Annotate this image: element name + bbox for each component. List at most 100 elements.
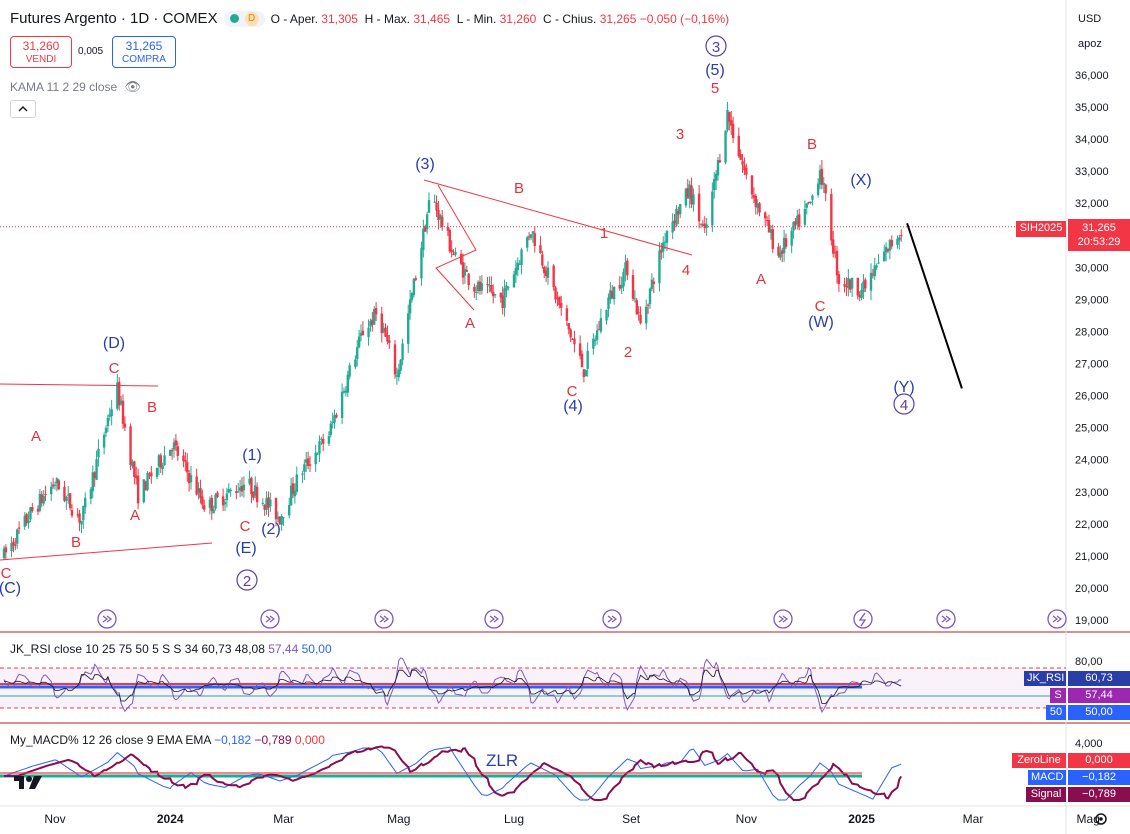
candle-body [480, 283, 484, 291]
hide-eye-icon[interactable]: 👁︎ [124, 79, 142, 94]
candle-body [274, 498, 278, 520]
rsi-50-name-tag: 50 [1046, 705, 1066, 720]
candle-body [252, 491, 255, 498]
candle-body [31, 507, 34, 511]
currency-button[interactable]: USD [1078, 13, 1102, 25]
dividend-marker-icon [853, 609, 873, 629]
candle-body [580, 353, 584, 368]
last-price-tag: 31,265 20:53:29 [1068, 219, 1130, 251]
candle-body [397, 369, 400, 378]
kama-indicator-label[interactable]: KAMA 11 2 29 close 👁︎ [10, 79, 142, 94]
candle-body [724, 130, 727, 163]
collapse-indicators-button[interactable] [10, 100, 36, 118]
candle-body [716, 160, 720, 176]
candle-body [622, 271, 625, 287]
wave-label: 3 [676, 126, 684, 143]
delayed-badge: D [244, 11, 259, 26]
status-pill[interactable]: D [223, 10, 265, 27]
candle-body [119, 400, 123, 404]
candle-body [490, 284, 493, 292]
wave-circle-marker [236, 569, 258, 591]
candle-body [356, 347, 359, 359]
candle-body [862, 281, 865, 293]
candle-body [690, 185, 693, 205]
candle-body [560, 302, 563, 308]
time-tick-label: 2024 [157, 812, 184, 826]
price-tick-label: 20,000 [1075, 583, 1109, 595]
candle-body [131, 462, 134, 467]
candle-body [306, 458, 310, 467]
wave-label: 3 [712, 39, 720, 56]
macd-indicator-label[interactable]: My_MACD% 12 26 close 9 EMA EMA −0,182 −0… [10, 733, 325, 747]
candle-body [896, 238, 899, 245]
candle-body [822, 182, 825, 185]
candle-body [503, 288, 506, 308]
candle-body [847, 278, 850, 289]
candle-body [476, 281, 480, 292]
candle-body [65, 496, 68, 502]
candle-body [44, 494, 47, 496]
candle-body [605, 309, 608, 321]
tradingview-logo[interactable] [12, 772, 46, 797]
candle-body [102, 434, 106, 448]
candle-body [142, 479, 145, 503]
wave-label: 4 [900, 397, 908, 414]
candle-body [223, 502, 227, 505]
signal-value-tag: −0,789 [1068, 787, 1130, 802]
candle-body [197, 488, 200, 493]
candle-body [877, 262, 880, 264]
candle-body [792, 221, 795, 231]
candle-body [618, 284, 621, 289]
symbol-title[interactable]: Futures Argento · 1D · COMEX [10, 10, 218, 27]
sell-button[interactable]: 31,260 VENDI [10, 36, 72, 68]
candle-body [837, 274, 841, 285]
candle-body [816, 183, 820, 195]
candle-body [357, 336, 361, 348]
buy-button[interactable]: 31,265 COMPRA [112, 36, 176, 68]
candle-body [420, 247, 423, 279]
candle-body [189, 475, 193, 483]
candle-body [371, 319, 374, 325]
price-tick-label: 22,000 [1075, 519, 1109, 531]
candle-body [448, 229, 451, 252]
candle-body [544, 270, 548, 277]
candle-body [784, 238, 788, 247]
price-tick-label: 19,000 [1075, 615, 1109, 627]
candle-body [36, 508, 40, 512]
rsi-indicator-label[interactable]: JK_RSI close 10 25 75 50 5 S S 34 60,73 … [10, 642, 332, 656]
candle-body [860, 290, 863, 299]
candle-body [820, 168, 824, 185]
rsi-name-tag: JK_RSI [1024, 671, 1066, 686]
candle-body [146, 472, 149, 490]
candle-body [414, 278, 417, 280]
scale-mode-button[interactable]: apoz [1078, 38, 1102, 50]
candle-body [558, 296, 561, 306]
candle-body [781, 250, 784, 254]
candle-body [743, 165, 746, 171]
time-tick-label: Mar [273, 812, 294, 826]
candle-body [582, 369, 586, 377]
candle-body [303, 464, 306, 472]
candle-body [830, 194, 833, 241]
candle-body [777, 246, 780, 256]
candle-body [794, 221, 797, 226]
candle-body [675, 208, 678, 226]
candle-body [507, 286, 510, 288]
candle-body [27, 520, 30, 524]
candle-body [76, 514, 79, 516]
candle-body [677, 211, 680, 215]
candle-body [382, 328, 385, 332]
settings-gear-icon[interactable] [1092, 810, 1110, 833]
candle-body [900, 235, 903, 237]
wave-label: (3) [415, 156, 435, 173]
candle-body [714, 173, 718, 181]
candle-body [756, 203, 759, 208]
wave-label: A [31, 428, 41, 445]
candle-body [833, 252, 837, 254]
candle-body [29, 507, 32, 520]
macd-axis-4: 4,000 [1075, 738, 1103, 750]
candle-body [82, 505, 85, 521]
candle-body [422, 228, 425, 251]
candle-body [864, 279, 867, 289]
